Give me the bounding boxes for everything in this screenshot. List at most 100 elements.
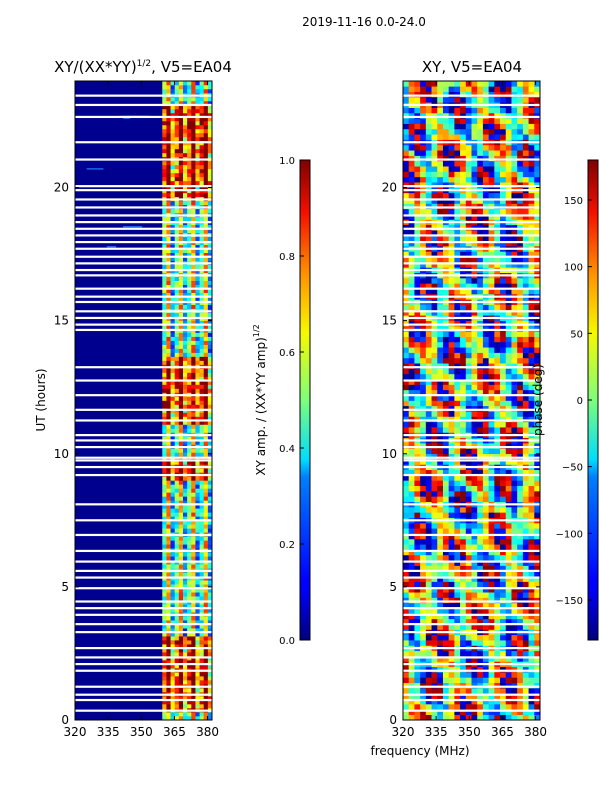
phase-cell — [488, 86, 495, 92]
amplitude-cell — [207, 320, 213, 325]
phase-cell — [488, 698, 495, 705]
phase-cell — [488, 123, 495, 130]
amplitude-cell — [170, 640, 176, 645]
amplitude-cell — [174, 96, 180, 102]
phase-cell — [471, 554, 478, 561]
amplitude-cell — [207, 224, 213, 230]
phase-cell — [505, 230, 512, 236]
amplitude-cell — [207, 120, 213, 126]
phase-cell — [414, 405, 421, 412]
phase-cell — [534, 560, 541, 566]
phase-cell — [465, 176, 472, 183]
amplitude-cell — [183, 84, 188, 90]
phase-cell — [471, 320, 478, 327]
phase-cell — [465, 150, 472, 156]
amplitude-cell — [199, 388, 205, 393]
phase-cell — [454, 496, 461, 502]
phase-cell — [425, 384, 432, 391]
amplitude-cell — [187, 604, 192, 609]
phase-cell — [500, 677, 507, 684]
amplitude-cell — [170, 608, 176, 613]
phase-cell — [494, 389, 501, 396]
phase-cell — [465, 320, 472, 327]
phase-cell — [454, 182, 461, 188]
amplitude-cell — [195, 452, 200, 457]
phase-cell — [408, 411, 415, 417]
phase-cell — [505, 624, 512, 630]
phase-cell — [454, 565, 461, 572]
phase-cell — [408, 208, 415, 215]
amplitude-cell — [195, 640, 200, 645]
phase-cell — [465, 693, 472, 700]
phase-cell — [505, 288, 512, 295]
phase-cell — [477, 123, 484, 130]
amplitude-cell — [191, 124, 196, 130]
amplitude-cell — [170, 436, 176, 441]
phase-cell — [403, 331, 410, 337]
amplitude-cell — [207, 324, 213, 329]
amplitude-cell — [166, 588, 171, 593]
phase-cell — [442, 640, 449, 646]
amplitude-cell — [170, 688, 176, 693]
phase-cell — [500, 203, 507, 210]
phase-cell — [431, 448, 438, 455]
amplitude-cell — [191, 244, 196, 250]
amplitude-cell — [207, 552, 213, 557]
amplitude-cell — [162, 700, 167, 705]
amplitude-cell — [162, 128, 167, 134]
phase-cell — [522, 112, 529, 119]
phase-cell — [460, 331, 467, 337]
phase-cell — [442, 554, 449, 561]
phase-cell — [414, 698, 421, 705]
phase-cell — [403, 693, 410, 700]
phase-cell — [408, 597, 415, 604]
phase-cell — [534, 640, 541, 646]
phase-cell — [517, 363, 524, 369]
amplitude-cell — [191, 264, 196, 269]
phase-cell — [460, 618, 467, 625]
amplitude-cell — [162, 380, 167, 385]
phase-cell — [500, 586, 507, 593]
phase-cell — [471, 192, 478, 199]
amplitude-cell — [207, 448, 213, 453]
amplitude-cell — [203, 500, 209, 505]
amplitude-cell — [174, 208, 180, 214]
phase-cell — [465, 325, 472, 332]
phase-cell — [431, 640, 438, 646]
phase-cell — [460, 91, 467, 98]
phase-cell — [431, 203, 438, 210]
phase-cell — [477, 240, 484, 247]
phase-cell — [471, 341, 478, 348]
phase-cell — [408, 650, 415, 657]
phase-cell — [500, 368, 507, 375]
phase-cell — [448, 309, 455, 316]
phase-cell — [528, 118, 535, 124]
amplitude-cell — [170, 396, 176, 401]
amplitude-cell — [191, 320, 196, 325]
amplitude-cell — [166, 400, 171, 405]
phase-cell — [425, 160, 432, 167]
amplitude-cell — [199, 112, 205, 118]
phase-cell — [454, 251, 461, 258]
amplitude-cell — [166, 628, 171, 633]
amplitude-cell — [174, 132, 180, 138]
phase-cell — [420, 416, 427, 423]
phase-cell — [414, 86, 421, 92]
phase-cell — [460, 347, 467, 353]
phase-cell — [454, 357, 461, 364]
amplitude-cell — [174, 424, 180, 429]
phase-cell — [482, 357, 489, 364]
amplitude-cell — [174, 504, 180, 509]
amplitude-cell — [199, 672, 205, 677]
phase-cell — [477, 672, 484, 678]
phase-cell — [442, 160, 449, 167]
phase-cell — [505, 368, 512, 375]
phase-cell — [488, 475, 495, 481]
phase-cell — [482, 320, 489, 327]
amplitude-cell — [162, 696, 167, 701]
phase-cell — [505, 421, 512, 428]
phase-cell — [465, 411, 472, 417]
phase-cell — [494, 240, 501, 247]
phase-cell — [522, 570, 529, 577]
phase-cell — [431, 608, 438, 614]
